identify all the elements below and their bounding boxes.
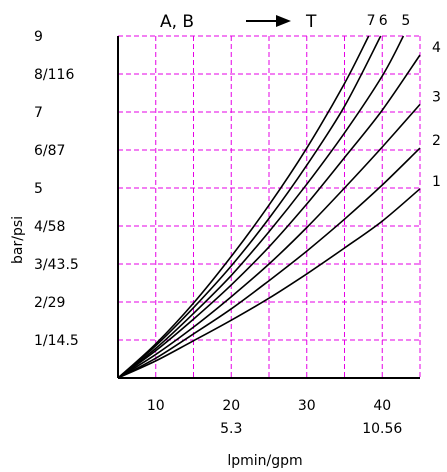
curve-5 <box>117 35 405 379</box>
x-tick-label: 40 <box>373 398 391 414</box>
x-tick-label: 10 <box>147 398 165 414</box>
curve-label-6: 6 <box>379 13 388 29</box>
y-axis-label: bar/psi <box>10 216 26 264</box>
curve-label-3: 3 <box>432 89 441 105</box>
curve-2 <box>117 147 421 379</box>
y-tick-label: 5 <box>34 181 43 197</box>
curve-7 <box>117 35 370 379</box>
curve-label-2: 2 <box>432 133 441 149</box>
y-tick-labels: 1/14.5 2/29 3/43.5 4/58 5 6/87 7 8/116 9 <box>34 29 79 349</box>
grid <box>118 35 421 378</box>
y-tick-label: 9 <box>34 29 43 45</box>
x-axis-label: lpmin/gpm <box>227 453 302 469</box>
title-ports-label: A, B <box>160 12 194 32</box>
curve-4 <box>117 54 421 379</box>
curve-label-4: 4 <box>432 40 441 56</box>
curve-label-5: 5 <box>401 13 410 29</box>
x-tick-labels: 10 20 5.3 30 40 10.56 <box>147 398 403 437</box>
x-tick-label: 30 <box>298 398 316 414</box>
y-tick-label: 4/58 <box>34 219 65 235</box>
curve-6 <box>117 35 382 379</box>
curve-label-7: 7 <box>367 13 376 29</box>
y-tick-label: 7 <box>34 105 43 121</box>
y-tick-label: 6/87 <box>34 143 65 159</box>
x-tick-label: 20 <box>222 398 240 414</box>
y-tick-label: 2/29 <box>34 295 65 311</box>
curves <box>117 35 421 379</box>
x-tick-sublabel: 10.56 <box>362 421 402 437</box>
curve-1 <box>117 188 421 379</box>
curve-label-1: 1 <box>432 174 441 190</box>
y-tick-label: 8/116 <box>34 67 74 83</box>
title-tank-label: T <box>305 12 317 32</box>
curve-labels: 1 2 3 4 567 <box>367 13 441 190</box>
arrow-right-icon <box>246 15 291 27</box>
y-tick-label: 3/43.5 <box>34 257 79 273</box>
axes <box>117 36 420 379</box>
x-tick-sublabel: 5.3 <box>220 421 242 437</box>
y-tick-label: 1/14.5 <box>34 333 79 349</box>
curve-3 <box>117 103 421 379</box>
